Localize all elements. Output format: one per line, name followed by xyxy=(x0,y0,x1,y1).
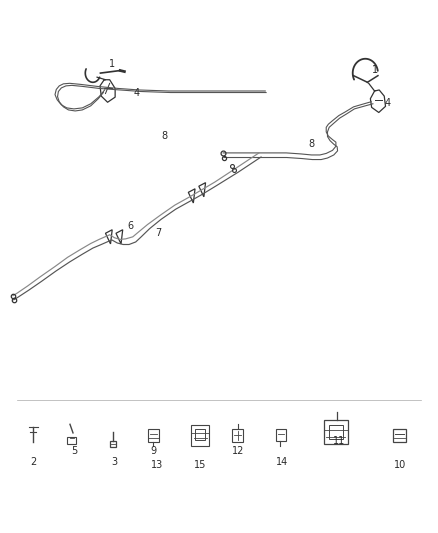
Bar xyxy=(276,429,286,441)
Bar xyxy=(329,425,343,439)
Bar xyxy=(148,429,159,442)
Text: 3: 3 xyxy=(111,457,117,467)
Bar xyxy=(233,429,244,442)
Text: 2: 2 xyxy=(30,457,36,467)
Text: 11: 11 xyxy=(333,437,345,447)
Text: 8: 8 xyxy=(308,139,314,149)
Text: 9: 9 xyxy=(151,446,157,456)
Text: 4: 4 xyxy=(384,98,390,108)
Text: 1: 1 xyxy=(371,64,378,75)
Bar xyxy=(393,429,406,442)
Text: 13: 13 xyxy=(151,460,163,470)
Text: 12: 12 xyxy=(232,446,244,456)
Text: 10: 10 xyxy=(394,460,406,470)
Text: 4: 4 xyxy=(134,87,140,98)
Text: 6: 6 xyxy=(127,221,134,231)
Bar xyxy=(324,419,348,445)
Text: 1: 1 xyxy=(109,59,115,69)
Text: 15: 15 xyxy=(194,460,206,470)
Bar xyxy=(67,437,76,444)
Bar xyxy=(191,425,209,446)
Bar xyxy=(195,429,205,440)
Bar xyxy=(110,441,116,447)
Text: 5: 5 xyxy=(71,446,77,456)
Text: 14: 14 xyxy=(276,457,288,467)
Text: 7: 7 xyxy=(155,228,161,238)
Text: 8: 8 xyxy=(161,131,167,141)
